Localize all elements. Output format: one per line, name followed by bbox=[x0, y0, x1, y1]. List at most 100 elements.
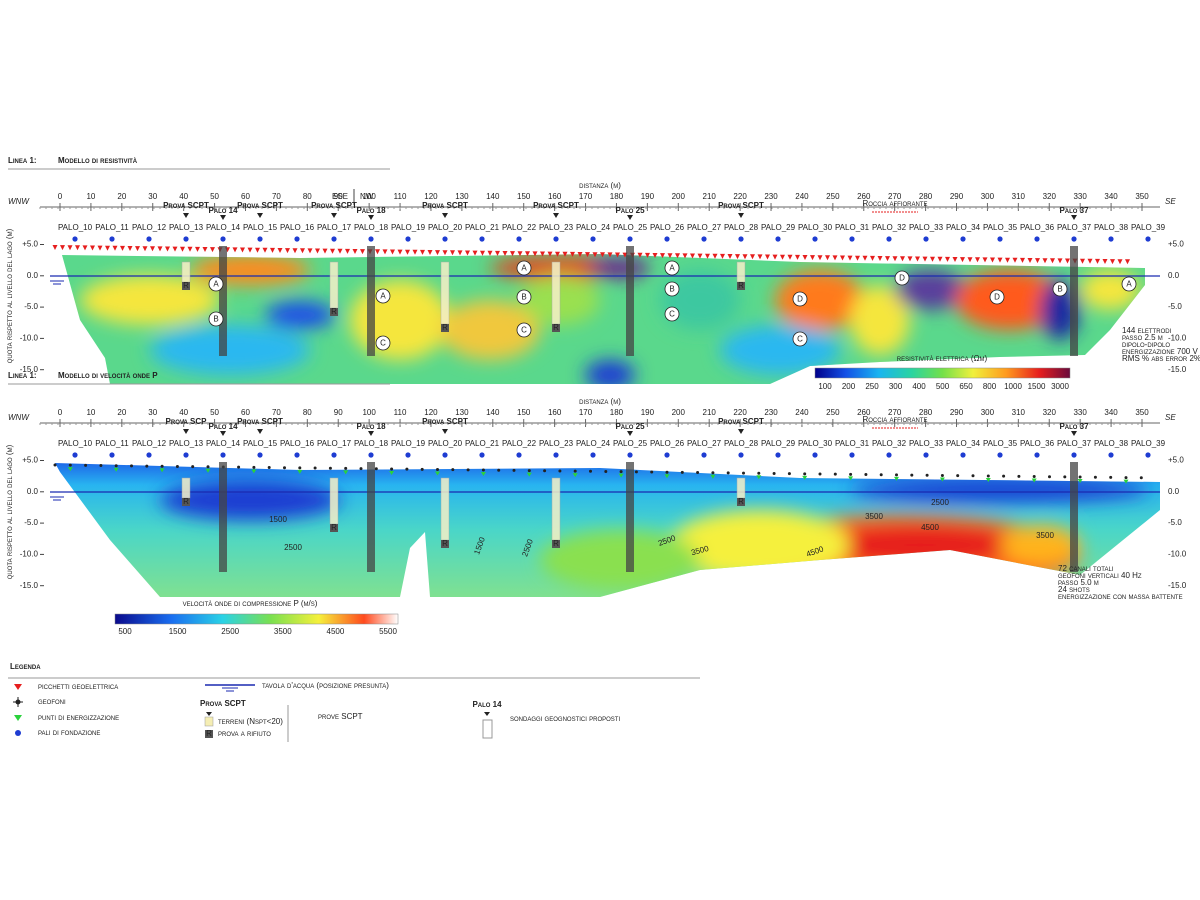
scpt-label: Prova SCPT bbox=[163, 201, 209, 210]
geophone bbox=[481, 468, 485, 472]
pile bbox=[109, 236, 115, 242]
direction-label: WNW bbox=[8, 197, 30, 206]
scpt-arrow bbox=[738, 429, 744, 434]
electrode bbox=[742, 254, 748, 260]
electrode bbox=[75, 245, 80, 251]
electrode bbox=[345, 248, 350, 254]
electrode bbox=[382, 249, 388, 255]
electrode bbox=[532, 251, 538, 257]
zone-label: B bbox=[669, 285, 674, 294]
geophone bbox=[558, 469, 562, 473]
electrode bbox=[495, 250, 500, 256]
electrode bbox=[195, 246, 200, 252]
borehole-label: Palo 25 bbox=[615, 206, 645, 215]
y-tick-label: 0.0 bbox=[27, 271, 39, 280]
electrode bbox=[307, 248, 313, 254]
shot bbox=[67, 467, 73, 472]
geophone bbox=[772, 471, 776, 475]
pile-label: PALO_22 bbox=[502, 223, 537, 232]
electrode-icon bbox=[14, 684, 22, 690]
contour-label: 2500 bbox=[931, 498, 949, 507]
electrode bbox=[952, 257, 958, 262]
x-tick-label: 120 bbox=[424, 192, 438, 201]
x-tick-label: 30 bbox=[148, 408, 157, 417]
borehole-icon bbox=[484, 712, 490, 716]
pile-label: PALO_24 bbox=[576, 223, 611, 232]
borehole-label: Palo 25 bbox=[615, 422, 645, 431]
zone-marker bbox=[894, 270, 910, 286]
geophone bbox=[910, 473, 914, 477]
electrode bbox=[210, 247, 215, 253]
scpt-column bbox=[736, 261, 746, 283]
x-tick-label: 300 bbox=[981, 408, 995, 417]
geophone bbox=[512, 468, 516, 472]
electrode bbox=[555, 251, 560, 257]
electrode bbox=[202, 247, 208, 252]
pile-label: PALO_18 bbox=[354, 223, 389, 232]
electrode bbox=[142, 246, 148, 252]
electrode bbox=[120, 245, 125, 251]
pile bbox=[331, 452, 337, 458]
x-tick-label: 40 bbox=[179, 408, 188, 417]
zone-label: A bbox=[213, 280, 219, 289]
electrode bbox=[562, 251, 568, 257]
pile bbox=[183, 236, 189, 242]
electrode bbox=[885, 256, 890, 262]
x-tick-label: 300 bbox=[981, 192, 995, 201]
electrode bbox=[720, 253, 725, 259]
contour-label: 1500 bbox=[269, 515, 287, 524]
pile bbox=[812, 236, 818, 242]
geophone bbox=[986, 474, 990, 478]
pile bbox=[738, 452, 744, 458]
contour-label: 2500 bbox=[284, 543, 302, 552]
x-tick-label: 140 bbox=[486, 408, 500, 417]
electrode bbox=[690, 253, 695, 259]
geophone bbox=[925, 473, 929, 477]
geophone bbox=[879, 473, 883, 477]
water-table-icon bbox=[205, 684, 255, 692]
shot bbox=[159, 468, 165, 473]
zone-marker bbox=[792, 331, 808, 347]
borehole bbox=[1070, 246, 1078, 356]
pile-label: PALO_27 bbox=[687, 223, 722, 232]
pile bbox=[257, 452, 263, 458]
x-tick-label: 170 bbox=[579, 408, 593, 417]
x-tick-label: 20 bbox=[117, 192, 126, 201]
refusal-marker: R bbox=[442, 539, 448, 548]
pile bbox=[960, 236, 966, 242]
x-tick-label: 260 bbox=[857, 192, 871, 201]
electrode bbox=[502, 251, 508, 256]
geophone bbox=[864, 473, 868, 477]
refusal-box bbox=[182, 282, 190, 290]
borehole bbox=[367, 246, 375, 356]
x-tick-label: 160 bbox=[548, 192, 562, 201]
scpt-arrow bbox=[442, 213, 448, 218]
x-tick-label: 240 bbox=[795, 408, 809, 417]
pile-label: PALO_11 bbox=[95, 439, 129, 448]
geophone bbox=[374, 467, 378, 471]
electrode bbox=[937, 256, 943, 262]
geophone bbox=[175, 464, 179, 468]
refusal-box bbox=[441, 324, 449, 332]
shot bbox=[1123, 479, 1129, 484]
electrode bbox=[397, 249, 403, 255]
borehole-label: Palo 18 bbox=[356, 422, 386, 431]
colorbar bbox=[114, 613, 399, 625]
direction-label: WNW bbox=[8, 413, 30, 422]
shot bbox=[1077, 479, 1083, 484]
electrode bbox=[682, 253, 688, 259]
annotation: Roccia affiorante bbox=[862, 199, 927, 208]
note: geofoni verticali 40 Hz bbox=[1058, 571, 1142, 580]
x-tick-label: 160 bbox=[548, 408, 562, 417]
geophone bbox=[527, 469, 531, 473]
x-tick-label: 170 bbox=[579, 192, 593, 201]
refusal-box bbox=[441, 540, 449, 548]
pile-arrow bbox=[627, 215, 633, 220]
pile bbox=[1034, 236, 1040, 242]
electrode bbox=[727, 254, 733, 259]
refusal-marker: R bbox=[553, 323, 559, 332]
pile-label: PALO_25 bbox=[613, 223, 648, 232]
electrode bbox=[165, 246, 170, 252]
x-tick-label: 30 bbox=[148, 192, 157, 201]
